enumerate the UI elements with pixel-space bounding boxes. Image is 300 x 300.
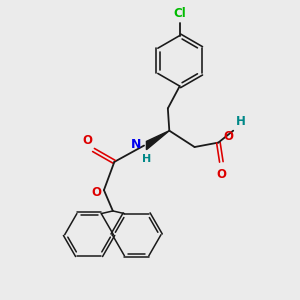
Text: O: O (92, 186, 101, 199)
Text: Cl: Cl (173, 7, 186, 20)
Text: O: O (216, 168, 226, 182)
Polygon shape (146, 131, 169, 150)
Text: H: H (236, 115, 246, 128)
Text: O: O (223, 130, 233, 143)
Text: N: N (131, 138, 142, 151)
Text: O: O (82, 134, 93, 147)
Text: H: H (142, 154, 152, 164)
